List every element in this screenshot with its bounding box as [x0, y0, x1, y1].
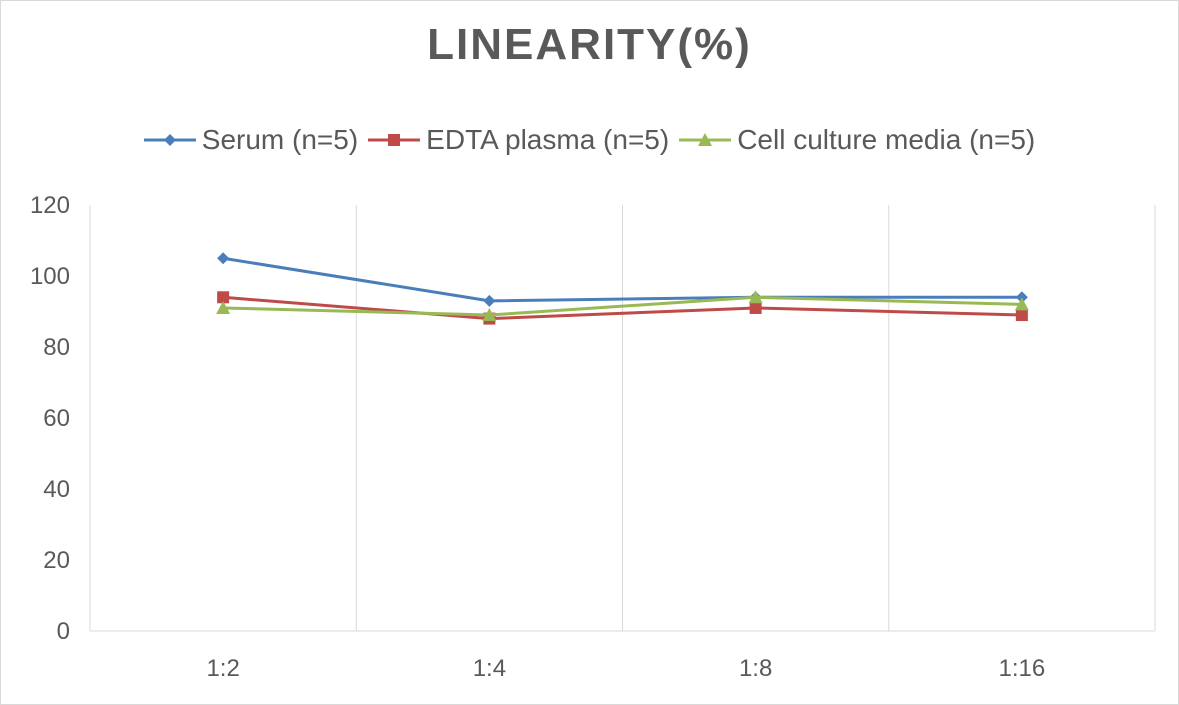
x-tick-label: 1:8 — [739, 655, 772, 682]
y-tick-label: 120 — [30, 192, 70, 219]
legend-item-edta-plasma: EDTA plasma (n=5) — [368, 124, 669, 156]
x-tick-label: 1:4 — [473, 655, 506, 682]
data-point-diamond — [483, 294, 496, 307]
legend-label-edta-plasma: EDTA plasma (n=5) — [426, 124, 670, 155]
legend-item-serum: Serum (n=5) — [143, 124, 359, 156]
chart-title: LINEARITY(%) — [427, 20, 752, 69]
data-point-square — [1015, 309, 1028, 322]
data-point-diamond — [217, 252, 230, 265]
data-point-square — [749, 301, 762, 314]
legend-label-serum: Serum (n=5) — [201, 124, 359, 155]
y-tick-label: 80 — [43, 334, 70, 361]
legend-label-cell-culture-media: Cell culture media (n=5) — [737, 124, 1036, 155]
series-line-2 — [223, 295, 1022, 317]
y-tick-label: 40 — [43, 476, 70, 503]
x-tick-label: 1:16 — [999, 655, 1046, 682]
data-point-triangle — [1014, 297, 1029, 311]
y-tick-label: 20 — [43, 547, 70, 574]
data-point-triangle — [216, 300, 231, 314]
chart-legend: Serum (n=5) EDTA plasma (n=5) Cell cultu… — [0, 120, 1179, 160]
y-tick-label: 60 — [43, 405, 70, 432]
data-point-diamond — [1015, 291, 1028, 304]
x-tick-label: 1:2 — [206, 655, 239, 682]
data-point-triangle — [482, 308, 497, 322]
legend-marker-cell-culture-media — [679, 133, 732, 146]
legend-marker-edta-plasma — [368, 134, 421, 146]
y-tick-label: 0 — [57, 618, 70, 645]
data-point-triangle — [748, 290, 763, 304]
legend-item-cell-culture-media: Cell culture media (n=5) — [679, 124, 1035, 156]
legend-marker-serum — [143, 134, 196, 146]
y-tick-label: 100 — [30, 263, 70, 290]
data-point-square — [217, 291, 230, 304]
series-line-0 — [222, 256, 1022, 303]
series-line-1 — [223, 295, 1022, 321]
